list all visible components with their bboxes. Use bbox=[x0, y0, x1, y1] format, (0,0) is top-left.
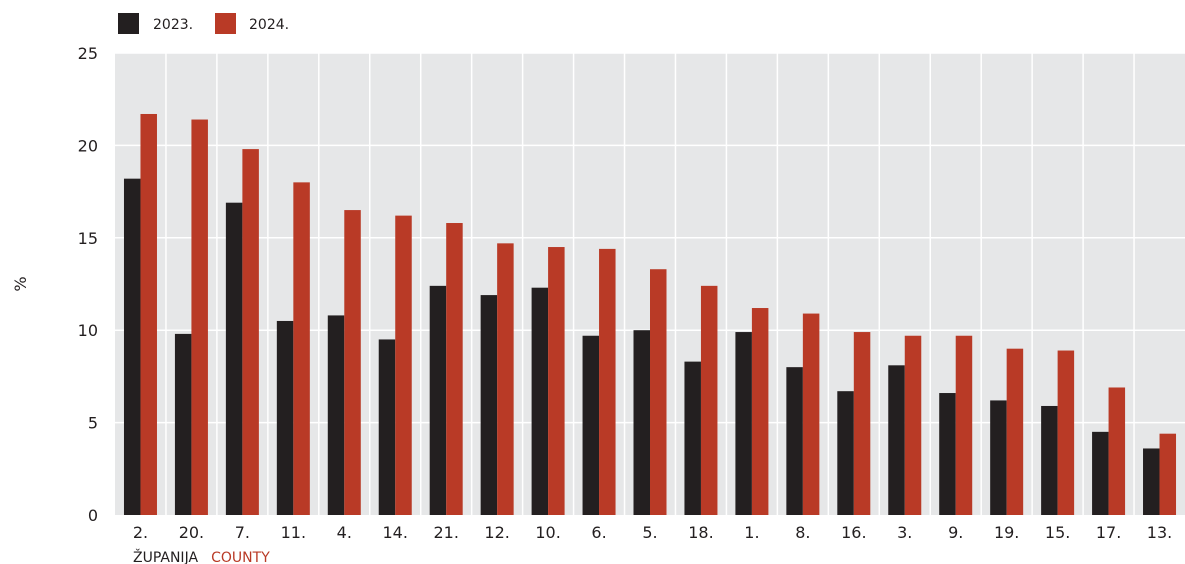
bar-2024-county-11 bbox=[293, 182, 310, 516]
x-tick-label: 17. bbox=[1096, 523, 1121, 542]
bar-2023-county-8 bbox=[786, 367, 803, 515]
bar-2024-county-4 bbox=[344, 210, 361, 515]
bar-2024-county-6 bbox=[599, 248, 616, 515]
bar-2024-county-5 bbox=[650, 269, 667, 515]
bar-2024-county-12 bbox=[497, 243, 514, 515]
bar-2023-county-3 bbox=[888, 365, 905, 515]
legend-swatch-2024 bbox=[215, 13, 236, 34]
bar-2024-county-7 bbox=[242, 149, 259, 515]
y-tick-label: 20 bbox=[78, 136, 98, 155]
bar-2023-county-4 bbox=[327, 315, 345, 515]
legend-label-2023: 2023. bbox=[153, 17, 193, 33]
bar-2024-county-3 bbox=[904, 335, 922, 515]
x-tick-label: 5. bbox=[642, 523, 657, 542]
bar-2024-county-14 bbox=[395, 215, 412, 515]
x-tick-label: 8. bbox=[795, 523, 810, 542]
bar-2023-county-2 bbox=[123, 178, 141, 515]
x-tick-label: 16. bbox=[841, 523, 866, 542]
x-tick-label: 14. bbox=[383, 523, 408, 542]
bar-2023-county-19 bbox=[990, 400, 1007, 515]
y-tick-label: 5 bbox=[88, 414, 98, 433]
bar-2023-county-21 bbox=[429, 285, 447, 515]
x-axis-ticks: 2. 20. 7. 11. 4. 14. 21. 12. 10. 6. 5. 18. 1. 8. 16. 3.… bbox=[133, 523, 1172, 542]
bar-2024-county-17 bbox=[1108, 387, 1126, 515]
bar-2023-county-20 bbox=[174, 333, 192, 515]
bar-2024-county-9 bbox=[955, 335, 973, 515]
bar-2023-county-16 bbox=[837, 391, 854, 515]
x-tick-label: 12. bbox=[484, 523, 509, 542]
bar-2024-county-19 bbox=[1006, 348, 1024, 515]
bar-2023-county-17 bbox=[1092, 431, 1109, 515]
x-tick-label: 6. bbox=[591, 523, 606, 542]
bar-2024-county-2 bbox=[140, 113, 157, 515]
x-tick-label: 11. bbox=[281, 523, 306, 542]
bar-2023-county-11 bbox=[276, 320, 294, 515]
x-tick-label: 9. bbox=[948, 523, 963, 542]
y-tick-label: 10 bbox=[78, 321, 98, 340]
bar-2023-county-14 bbox=[378, 339, 396, 515]
x-tick-label: 10. bbox=[535, 523, 560, 542]
x-tick-label: 13. bbox=[1147, 523, 1172, 542]
bar-2024-county-15 bbox=[1057, 350, 1075, 515]
bar-2024-county-18 bbox=[700, 285, 718, 515]
x-tick-label: 7. bbox=[235, 523, 250, 542]
bar-2024-county-10 bbox=[548, 247, 565, 516]
bar-2024-county-1 bbox=[751, 308, 769, 515]
bar-2023-county-6 bbox=[582, 335, 600, 515]
x-tick-label: 18. bbox=[688, 523, 713, 542]
y-tick-label: 15 bbox=[78, 229, 98, 248]
bar-2023-county-15 bbox=[1041, 405, 1058, 515]
x-tick-label: 4. bbox=[337, 523, 352, 542]
x-axis-title-hr: ŽUPANIJA bbox=[133, 548, 198, 564]
bar-2023-county-7 bbox=[225, 202, 243, 516]
bar-2023-county-5 bbox=[633, 330, 650, 515]
bar-2023-county-13 bbox=[1143, 448, 1160, 515]
legend: 2023. 2024. bbox=[118, 13, 289, 34]
bar-2024-county-13 bbox=[1159, 433, 1177, 515]
bar-2023-county-18 bbox=[684, 361, 701, 515]
legend-label-2024: 2024. bbox=[249, 17, 289, 33]
y-axis-ticks: 0 5 10 15 20 25 bbox=[78, 44, 98, 525]
y-axis-title: % bbox=[11, 276, 30, 291]
x-tick-label: 2. bbox=[133, 523, 148, 542]
bar-2024-county-20 bbox=[191, 119, 208, 515]
y-tick-label: 25 bbox=[78, 44, 98, 63]
legend-swatch-2023 bbox=[118, 13, 139, 34]
x-tick-label: 21. bbox=[433, 523, 458, 542]
bar-2023-county-12 bbox=[480, 295, 498, 515]
x-axis-title: ŽUPANIJA COUNTY bbox=[133, 547, 270, 564]
bar-2023-county-10 bbox=[531, 287, 549, 515]
x-tick-label: 1. bbox=[744, 523, 759, 542]
x-tick-label: 19. bbox=[994, 523, 1019, 542]
bar-2023-county-9 bbox=[939, 393, 956, 515]
y-tick-label: 0 bbox=[88, 506, 98, 525]
bar-2023-county-1 bbox=[735, 332, 752, 515]
bar-2024-county-8 bbox=[802, 313, 820, 515]
bar-2024-county-21 bbox=[446, 223, 463, 516]
bar-2024-county-16 bbox=[853, 332, 871, 515]
x-tick-label: 20. bbox=[179, 523, 204, 542]
x-tick-label: 3. bbox=[897, 523, 912, 542]
x-axis-title-en: COUNTY bbox=[211, 550, 270, 564]
bars bbox=[123, 113, 1177, 516]
x-tick-label: 15. bbox=[1045, 523, 1070, 542]
